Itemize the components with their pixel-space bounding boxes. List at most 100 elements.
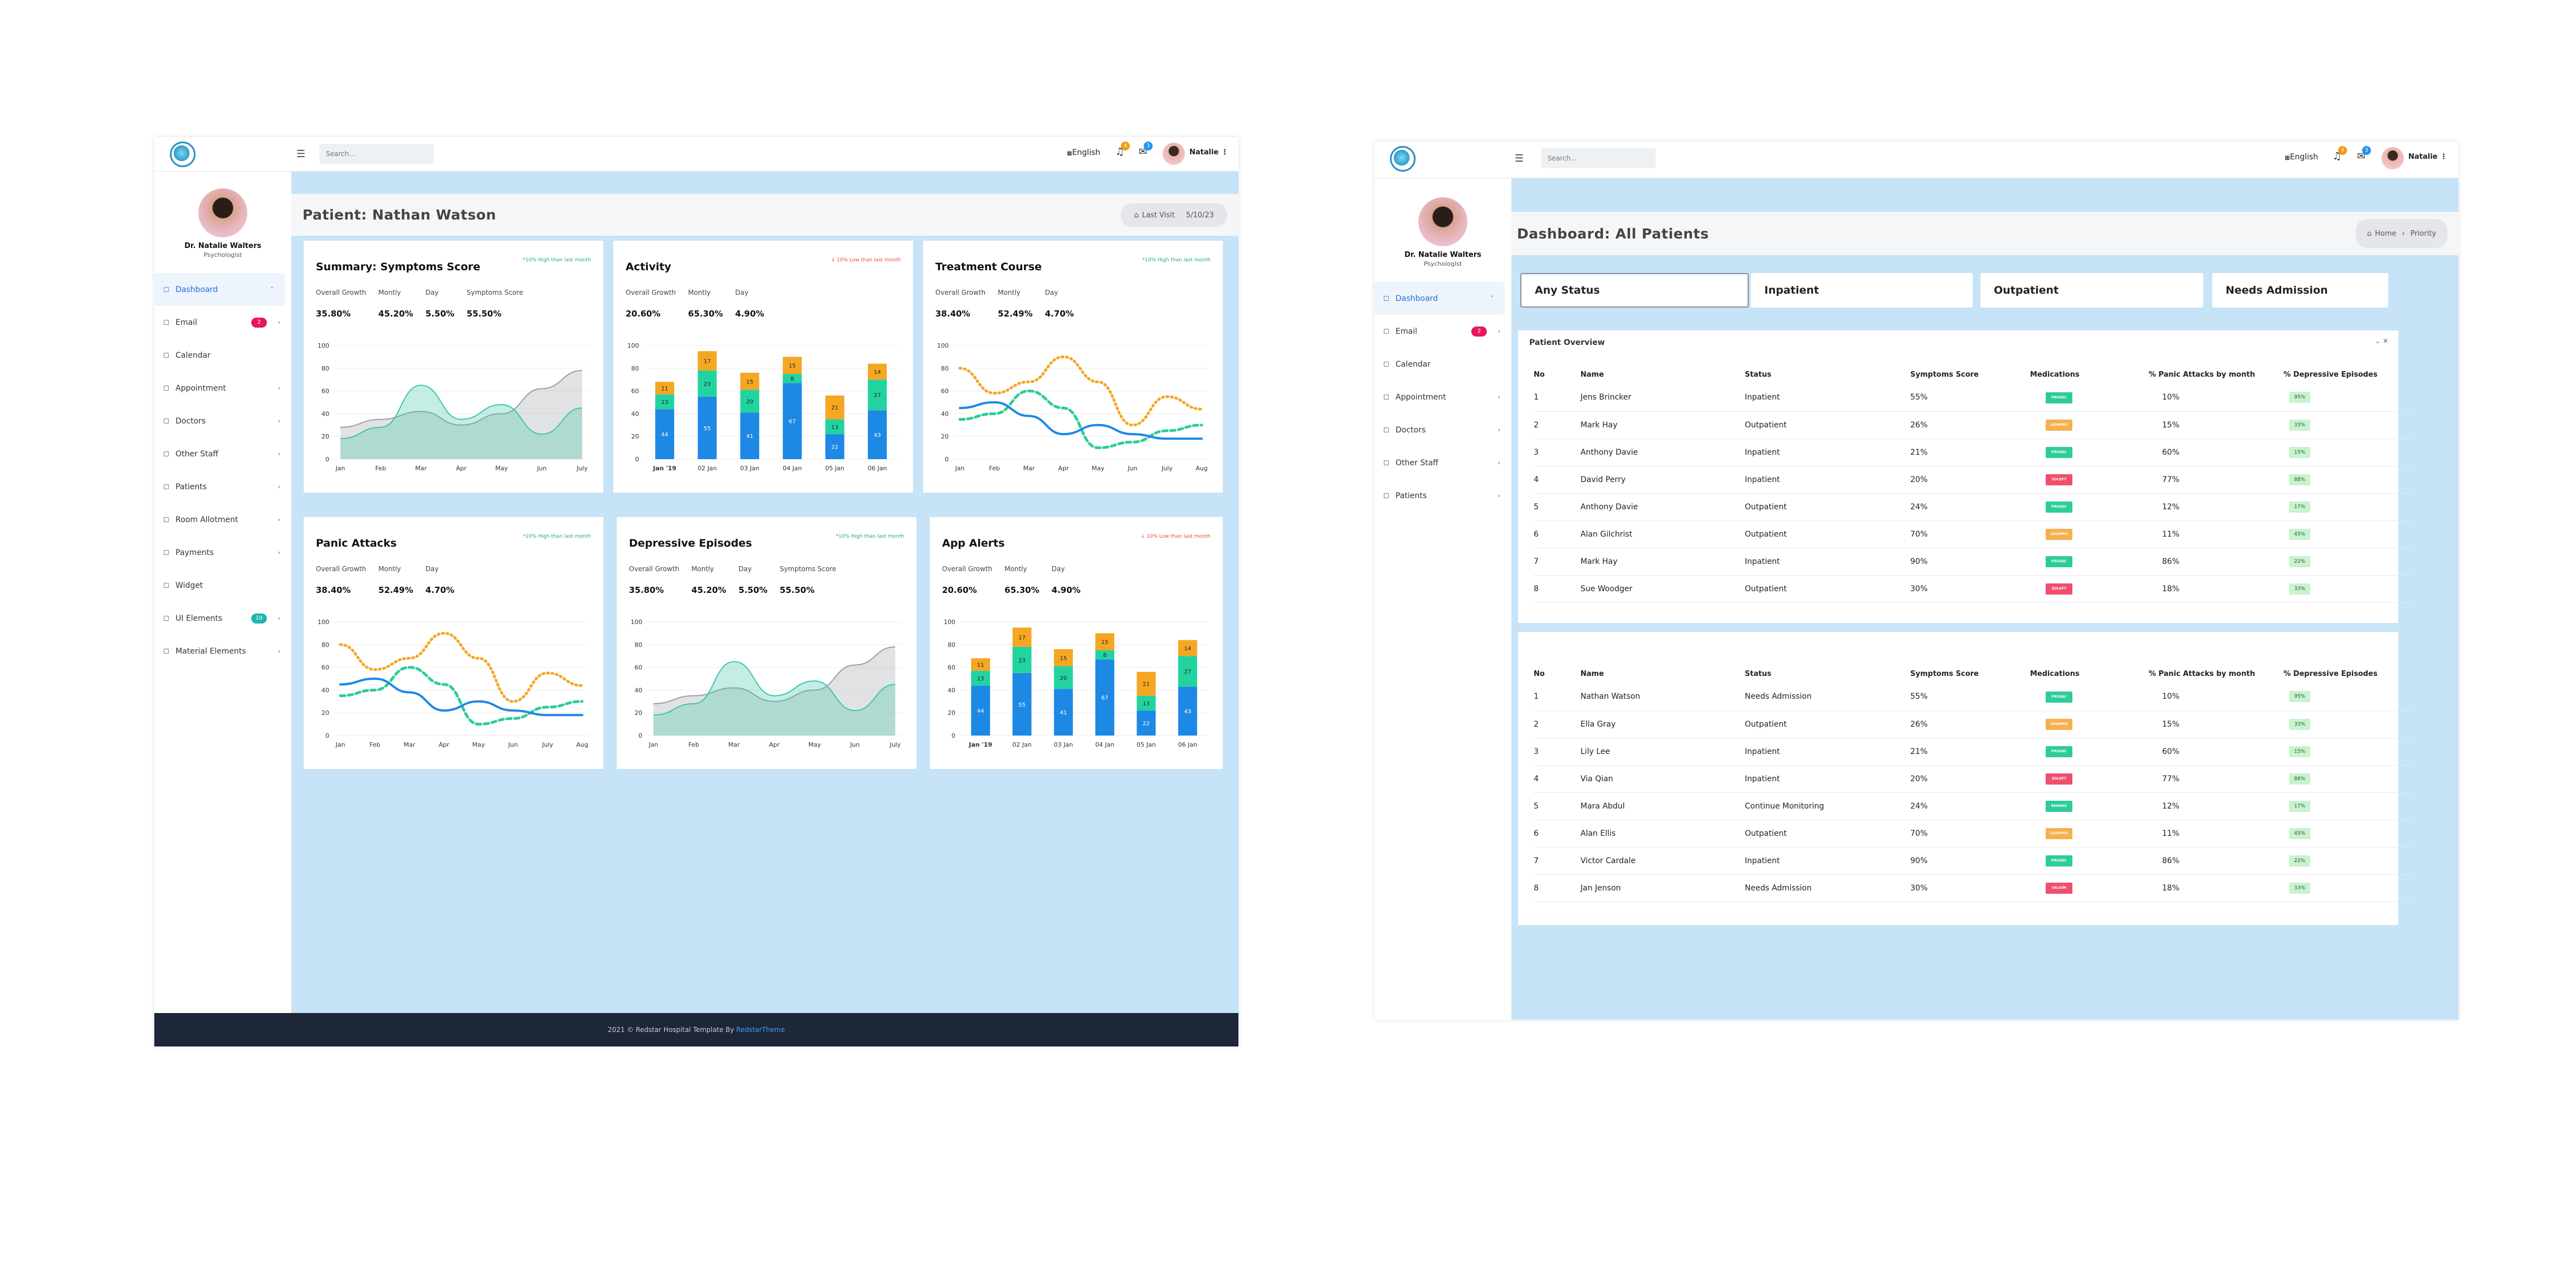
table-row[interactable]: 4 Via Qian Inpatient 20% ZOLOFT 77% 88% bbox=[1534, 765, 2414, 793]
sidebar-item-appointment[interactable]: ◻ Appointment › bbox=[154, 372, 291, 405]
sidebar-item-email[interactable]: ◻ Email 2 › bbox=[1374, 315, 1511, 348]
sidebar-item-doctors[interactable]: ◻ Doctors › bbox=[154, 405, 291, 437]
y-tick-label: 40 bbox=[321, 687, 329, 694]
sidebar-item-appointment[interactable]: ◻ Appointment › bbox=[1374, 381, 1511, 413]
sidebar-item-dashboard[interactable]: ◻ Dashboard ˅ bbox=[1374, 282, 1505, 315]
notification-bell-icon[interactable]: ♫ 4 bbox=[1115, 142, 1130, 158]
sidebar-item-room-allotment[interactable]: ◻ Room Allotment › bbox=[154, 503, 291, 536]
table-row[interactable]: 4 David Perry Inpatient 20% ZOLOFT 77% 88% bbox=[1534, 466, 2414, 494]
stat-value: 52.49% bbox=[998, 309, 1033, 319]
status-filter-needs-admission[interactable]: Needs Admission bbox=[2212, 273, 2388, 308]
notification-bell-icon[interactable]: ♫ 4 bbox=[2333, 146, 2348, 162]
sidebar-item-other-staff[interactable]: ◻ Other Staff › bbox=[154, 437, 291, 470]
user-avatar[interactable] bbox=[2382, 147, 2404, 169]
table-row[interactable]: 5 Anthony Davie Outpatient 24% PROZAC 12% 17% bbox=[1534, 493, 2414, 521]
page-title: Patient: Nathan Watson bbox=[303, 207, 496, 223]
table-row[interactable]: 6 Alan Gilchrist Outpatient 70% LEXAPRO 11% 45… bbox=[1534, 520, 2414, 548]
x-tick-label: Apr bbox=[438, 741, 450, 748]
menu-icon[interactable]: ☰ bbox=[296, 148, 306, 160]
sidebar-item-calendar[interactable]: ◻ Calendar bbox=[154, 339, 291, 372]
user-avatar[interactable] bbox=[1163, 143, 1185, 165]
sidebar-item-email[interactable]: ◻ Email 2 › bbox=[154, 306, 291, 339]
mail-icon[interactable]: ✉ 3 bbox=[2357, 146, 2372, 162]
logo-icon[interactable] bbox=[170, 142, 196, 167]
mail-icon: ◻ bbox=[163, 318, 169, 327]
breadcrumb: ⌂ Home › Priority bbox=[2355, 219, 2447, 248]
sidebar-item-doctors[interactable]: ◻ Doctors › bbox=[1374, 413, 1511, 446]
language-selector[interactable]: ▦English bbox=[2285, 153, 2319, 162]
stat-label: Overall Growth bbox=[629, 565, 680, 573]
x-tick-label: 04 Jan bbox=[1095, 741, 1114, 748]
table-cell: 90% bbox=[1910, 548, 2030, 576]
mail-icon[interactable]: ✉ 3 bbox=[1139, 142, 1153, 158]
status-filter-outpatient[interactable]: Outpatient bbox=[1980, 273, 2203, 308]
stat: Montly 65.30% bbox=[688, 289, 723, 319]
table-row[interactable]: 2 Ella Gray Outpatient 26% LEXAPRO 15% 33% bbox=[1534, 710, 2414, 738]
menu-icon[interactable]: ☰ bbox=[1515, 153, 1524, 164]
dollar-icon: ◻ bbox=[163, 548, 169, 557]
table-row[interactable]: 8 Jan Jenson Needs Admission 30% VALIUM 18% 33… bbox=[1534, 874, 2414, 902]
data-label: 11 bbox=[661, 386, 669, 392]
search-input[interactable] bbox=[319, 144, 434, 164]
table-row[interactable]: 1 Nathan Watson Needs Admission 55% PROZAC 10… bbox=[1534, 683, 2414, 711]
table-row[interactable]: 3 Lily Lee Inpatient 21% PROZAC 60% 15% bbox=[1534, 738, 2414, 766]
sidebar-item-other-staff[interactable]: ◻ Other Staff › bbox=[1374, 446, 1511, 479]
y-tick-label: 0 bbox=[635, 456, 639, 463]
table-cell: 20% bbox=[1910, 765, 2030, 793]
collapse-icon[interactable]: ⌄ bbox=[2375, 337, 2381, 345]
sidebar-item-ui-elements[interactable]: ◻ UI Elements 10 › bbox=[154, 602, 291, 635]
x-tick-label: 02 Jan bbox=[1012, 741, 1031, 748]
sidebar-badge: 10 bbox=[251, 613, 267, 624]
table-row[interactable]: 6 Alan Ellis Outpatient 70% LEXAPRO 11% 45% bbox=[1534, 820, 2414, 848]
footer-link[interactable]: RedstarTheme bbox=[736, 1026, 785, 1034]
table-row[interactable]: 3 Anthony Davie Inpatient 21% PROZAC 60% 15% bbox=[1534, 439, 2414, 466]
breadcrumb-home[interactable]: Home bbox=[2375, 229, 2397, 238]
table-cell: 8 bbox=[1534, 874, 1580, 902]
table-row[interactable]: 5 Mara Abdul Continue Monitoring 24% REFARIX… bbox=[1534, 792, 2414, 820]
status-filter-inpatient[interactable]: Inpatient bbox=[1751, 273, 1973, 308]
user-menu[interactable]: Natalie ⋮ bbox=[1189, 148, 1228, 157]
table-cell: Jan Jenson bbox=[1580, 874, 1745, 902]
table-cell: David Perry bbox=[1580, 466, 1745, 494]
page-header: Patient: Nathan Watson ⌂ Last Visit 5/10… bbox=[291, 194, 1238, 236]
language-selector[interactable]: ▦English bbox=[1067, 148, 1101, 157]
sidebar-item-calendar[interactable]: ◻ Calendar bbox=[1374, 348, 1511, 381]
table-cell: 6 bbox=[1534, 820, 1580, 848]
y-tick-label: 100 bbox=[627, 342, 639, 349]
sidebar-item-patients[interactable]: ◻ Patients › bbox=[1374, 479, 1511, 512]
table-cell: 30% bbox=[1910, 874, 2030, 902]
table-row[interactable]: 7 Victor Cardale Inpatient 90% PROZAC 86% 22% bbox=[1534, 847, 2414, 875]
sidebar-item-dashboard[interactable]: ◻ Dashboard ˅ bbox=[154, 273, 285, 306]
chevron-icon: › bbox=[277, 483, 280, 490]
close-icon[interactable]: ✕ bbox=[2382, 337, 2388, 345]
bar-segment bbox=[1053, 689, 1073, 736]
status-filter-any-status[interactable]: Any Status bbox=[1520, 273, 1749, 308]
x-tick-label: Mar bbox=[728, 741, 740, 748]
card-trend-note: *10% High than last month bbox=[523, 257, 591, 263]
data-label: 13 bbox=[831, 425, 838, 431]
data-label: 27 bbox=[874, 393, 881, 399]
table-row[interactable]: 2 Mark Hay Outpatient 26% LEXAPRO 15% 33% bbox=[1534, 411, 2414, 439]
stat-label: Overall Growth bbox=[316, 289, 367, 296]
depressive-cell: 95% bbox=[2284, 384, 2414, 412]
data-label: 55 bbox=[1018, 702, 1026, 708]
table-row[interactable]: 1 Jens Brincker Inpatient 55% PROZAC 10% 95% bbox=[1534, 384, 2414, 412]
percent-badge: 17% bbox=[2289, 800, 2310, 812]
logo-icon[interactable] bbox=[1390, 146, 1416, 172]
x-tick-label: May bbox=[808, 741, 821, 748]
sidebar-item-material-elements[interactable]: ◻ Material Elements › bbox=[154, 635, 291, 668]
sidebar-item-payments[interactable]: ◻ Payments › bbox=[154, 536, 291, 569]
column-header: Status bbox=[1745, 370, 1772, 379]
card-title: Activity bbox=[626, 261, 671, 273]
search-input[interactable] bbox=[1541, 148, 1656, 168]
table-cell: Victor Cardale bbox=[1580, 847, 1745, 875]
chevron-icon: › bbox=[277, 417, 280, 425]
table-cell: 90% bbox=[1910, 847, 2030, 875]
table-row[interactable]: 7 Mark Hay Inpatient 90% PROZAC 86% 22% bbox=[1534, 548, 2414, 576]
user-menu[interactable]: Natalie ⋮ bbox=[2408, 153, 2447, 161]
table-row[interactable]: 8 Sue Woodger Outpatient 30% ZOLOFT 18% 33% bbox=[1534, 575, 2414, 603]
table-cell: 5 bbox=[1534, 493, 1580, 521]
sidebar-item-widget[interactable]: ◻ Widget bbox=[154, 569, 291, 602]
table-cell: Inpatient bbox=[1745, 765, 1910, 793]
sidebar-item-patients[interactable]: ◻ Patients › bbox=[154, 470, 291, 503]
